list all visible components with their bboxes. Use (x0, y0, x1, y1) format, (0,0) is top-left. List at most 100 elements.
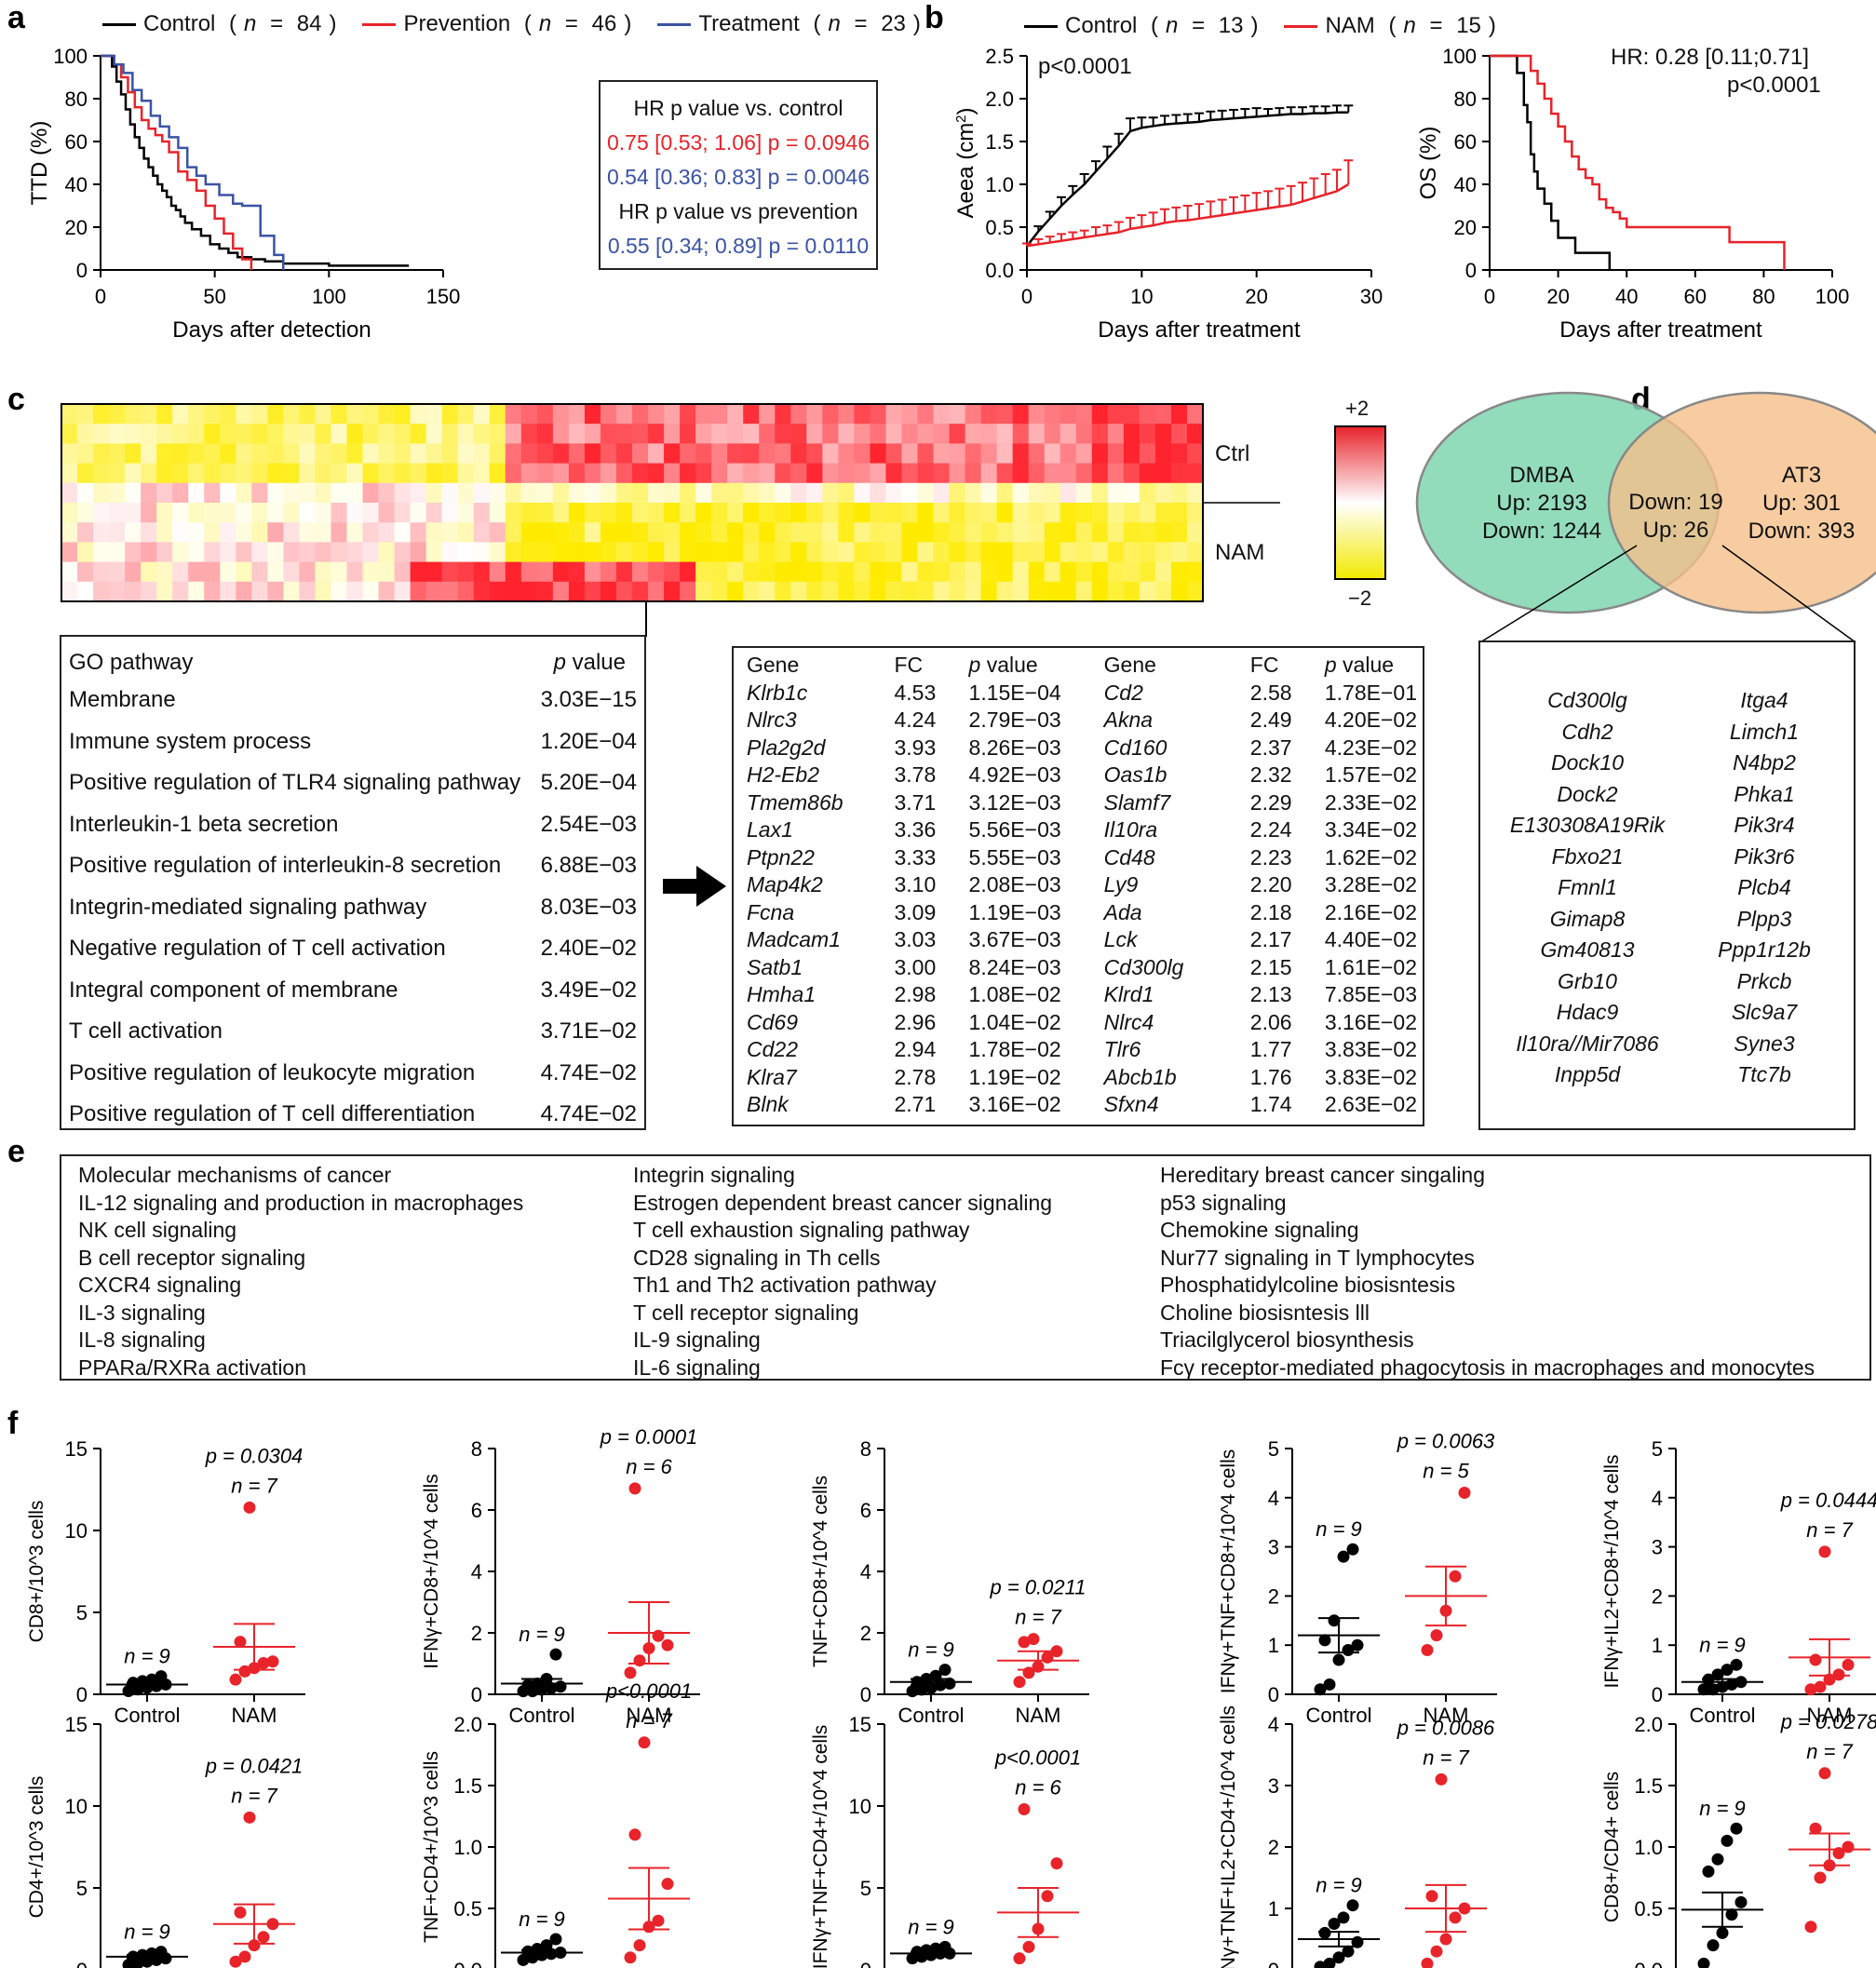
go-p-value: 2.40E−02 (540, 936, 637, 961)
heatmap-cell (870, 424, 886, 444)
heatmap-cell (61, 482, 78, 504)
heatmap-cell (790, 542, 807, 563)
heatmap-cell (93, 581, 110, 602)
f-y-tick-label: 1 (1652, 1634, 1663, 1657)
heatmap-cell (489, 561, 506, 583)
heatmap-cell (917, 404, 935, 425)
heatmap-cell (743, 522, 760, 543)
f-dot-nam (1449, 1570, 1462, 1583)
heatmap-cell (901, 463, 918, 484)
f-y-tick-label: 0 (1652, 1683, 1663, 1706)
f-p-value: p = 0.0444 (1780, 1489, 1876, 1512)
gene-p-value: 2.33E−02 (1324, 789, 1417, 815)
f-y-tick-label: 0 (471, 1683, 482, 1706)
heatmap-cell (441, 581, 459, 602)
heatmap-cell (870, 482, 886, 504)
heatmap-cell (1091, 561, 1109, 583)
gene-header-cell: Gene (747, 653, 800, 678)
overlap-gene: Limch1 (1729, 719, 1800, 744)
f-y-tick-label: 2 (860, 1622, 871, 1645)
gene-fc: 3.93 (894, 735, 937, 760)
heatmap-cell (188, 503, 205, 523)
heatmap-cell (109, 522, 126, 543)
heatmap-cell (806, 561, 823, 583)
heatmap-cell (1170, 503, 1188, 523)
heatmap-cell (188, 443, 205, 465)
heatmap-cell (632, 542, 649, 563)
f-dot-control (1711, 1668, 1724, 1681)
heatmap-cell (473, 581, 491, 602)
heatmap-cell (600, 542, 617, 563)
f-n-nam: n = 7 (1806, 1518, 1853, 1542)
gene-name: H2-Eb2 (747, 762, 819, 788)
heatmap-cell (125, 443, 142, 465)
heatmap-cell (204, 404, 221, 425)
heatmap-cell (61, 424, 78, 444)
gene-p-value: 2.63E−02 (1324, 1092, 1417, 1117)
f-y-tick-label: 3 (1268, 1774, 1279, 1798)
heatmap-cell (489, 424, 506, 444)
heatmap-cell (1139, 522, 1156, 543)
heatmap-cell (1107, 561, 1125, 583)
heatmap-cell (520, 424, 538, 444)
heatmap-cell (141, 463, 157, 484)
heatmap-cell (1028, 503, 1046, 523)
heatmap-cell (980, 463, 998, 484)
f-dot-control (1342, 1945, 1355, 1958)
heatmap-cell (1091, 463, 1109, 484)
heatmap-cell (204, 542, 221, 563)
heatmap-cell (885, 404, 902, 425)
heatmap-cell (489, 482, 506, 504)
heatmap-cell (1107, 424, 1125, 444)
heatmap-cell (220, 561, 236, 583)
heatmap-cell (346, 503, 364, 523)
heatmap-cell (680, 542, 696, 563)
heatmap-cell (156, 581, 173, 602)
heatmap-cell (600, 503, 617, 523)
heatmap-cell (299, 581, 316, 602)
heatmap-cell (536, 482, 554, 504)
heatmap-cell (93, 443, 110, 465)
overlap-gene: Itga4 (1740, 688, 1788, 712)
f-dot-control (1716, 1680, 1729, 1693)
heatmap-cell (109, 443, 126, 465)
f-dot-nam (624, 1951, 637, 1964)
heatmap-cell (790, 463, 807, 484)
heatmap-cell (188, 561, 205, 583)
f-dot-control (1337, 1550, 1350, 1563)
heatmap-cell (505, 542, 522, 563)
f-y-tick-label: 1.0 (453, 1836, 482, 1859)
f-x-label-nam: NAM (232, 1704, 277, 1727)
heatmap-cell (949, 561, 966, 583)
heatmap-cell (410, 443, 427, 465)
f-dot-nam (1814, 1680, 1827, 1693)
heatmap-cell (901, 561, 918, 583)
heatmap-cell (1044, 561, 1061, 583)
heatmap-cell (77, 561, 94, 583)
f-y-tick-label: 0.0 (453, 1959, 482, 1968)
heatmap-cell (822, 561, 839, 583)
pathway-item: IL-12 signaling and production in macrop… (78, 1190, 524, 1215)
heatmap-cell (854, 522, 871, 543)
heatmap-cell (473, 463, 491, 484)
heatmap-cell (996, 522, 1014, 543)
heatmap-cell (1170, 443, 1188, 465)
heatmap-cell (156, 443, 173, 465)
f-dot-control (1730, 1822, 1743, 1835)
heatmap-cell (775, 522, 791, 543)
pathway-item: PPARa/RXRa activation (78, 1355, 307, 1380)
heatmap-cell (648, 443, 665, 465)
legend-control: Control (n = 84) (102, 11, 336, 37)
heatmap-cell (680, 424, 696, 444)
f-dot-control (1697, 1683, 1710, 1696)
heatmap-cell (759, 463, 776, 484)
heatmap-cell (996, 581, 1014, 602)
f-dot-control (1707, 1939, 1720, 1952)
os-curve-nam (1490, 54, 1786, 270)
y-tick-label: 20 (65, 216, 88, 239)
gene-p-value: 1.08E−02 (968, 982, 1061, 1007)
scale-min: −2 (1348, 586, 1372, 610)
heatmap-cell (806, 482, 823, 504)
heatmap-cell (822, 443, 839, 465)
gene-name: Cd2 (1103, 680, 1143, 705)
